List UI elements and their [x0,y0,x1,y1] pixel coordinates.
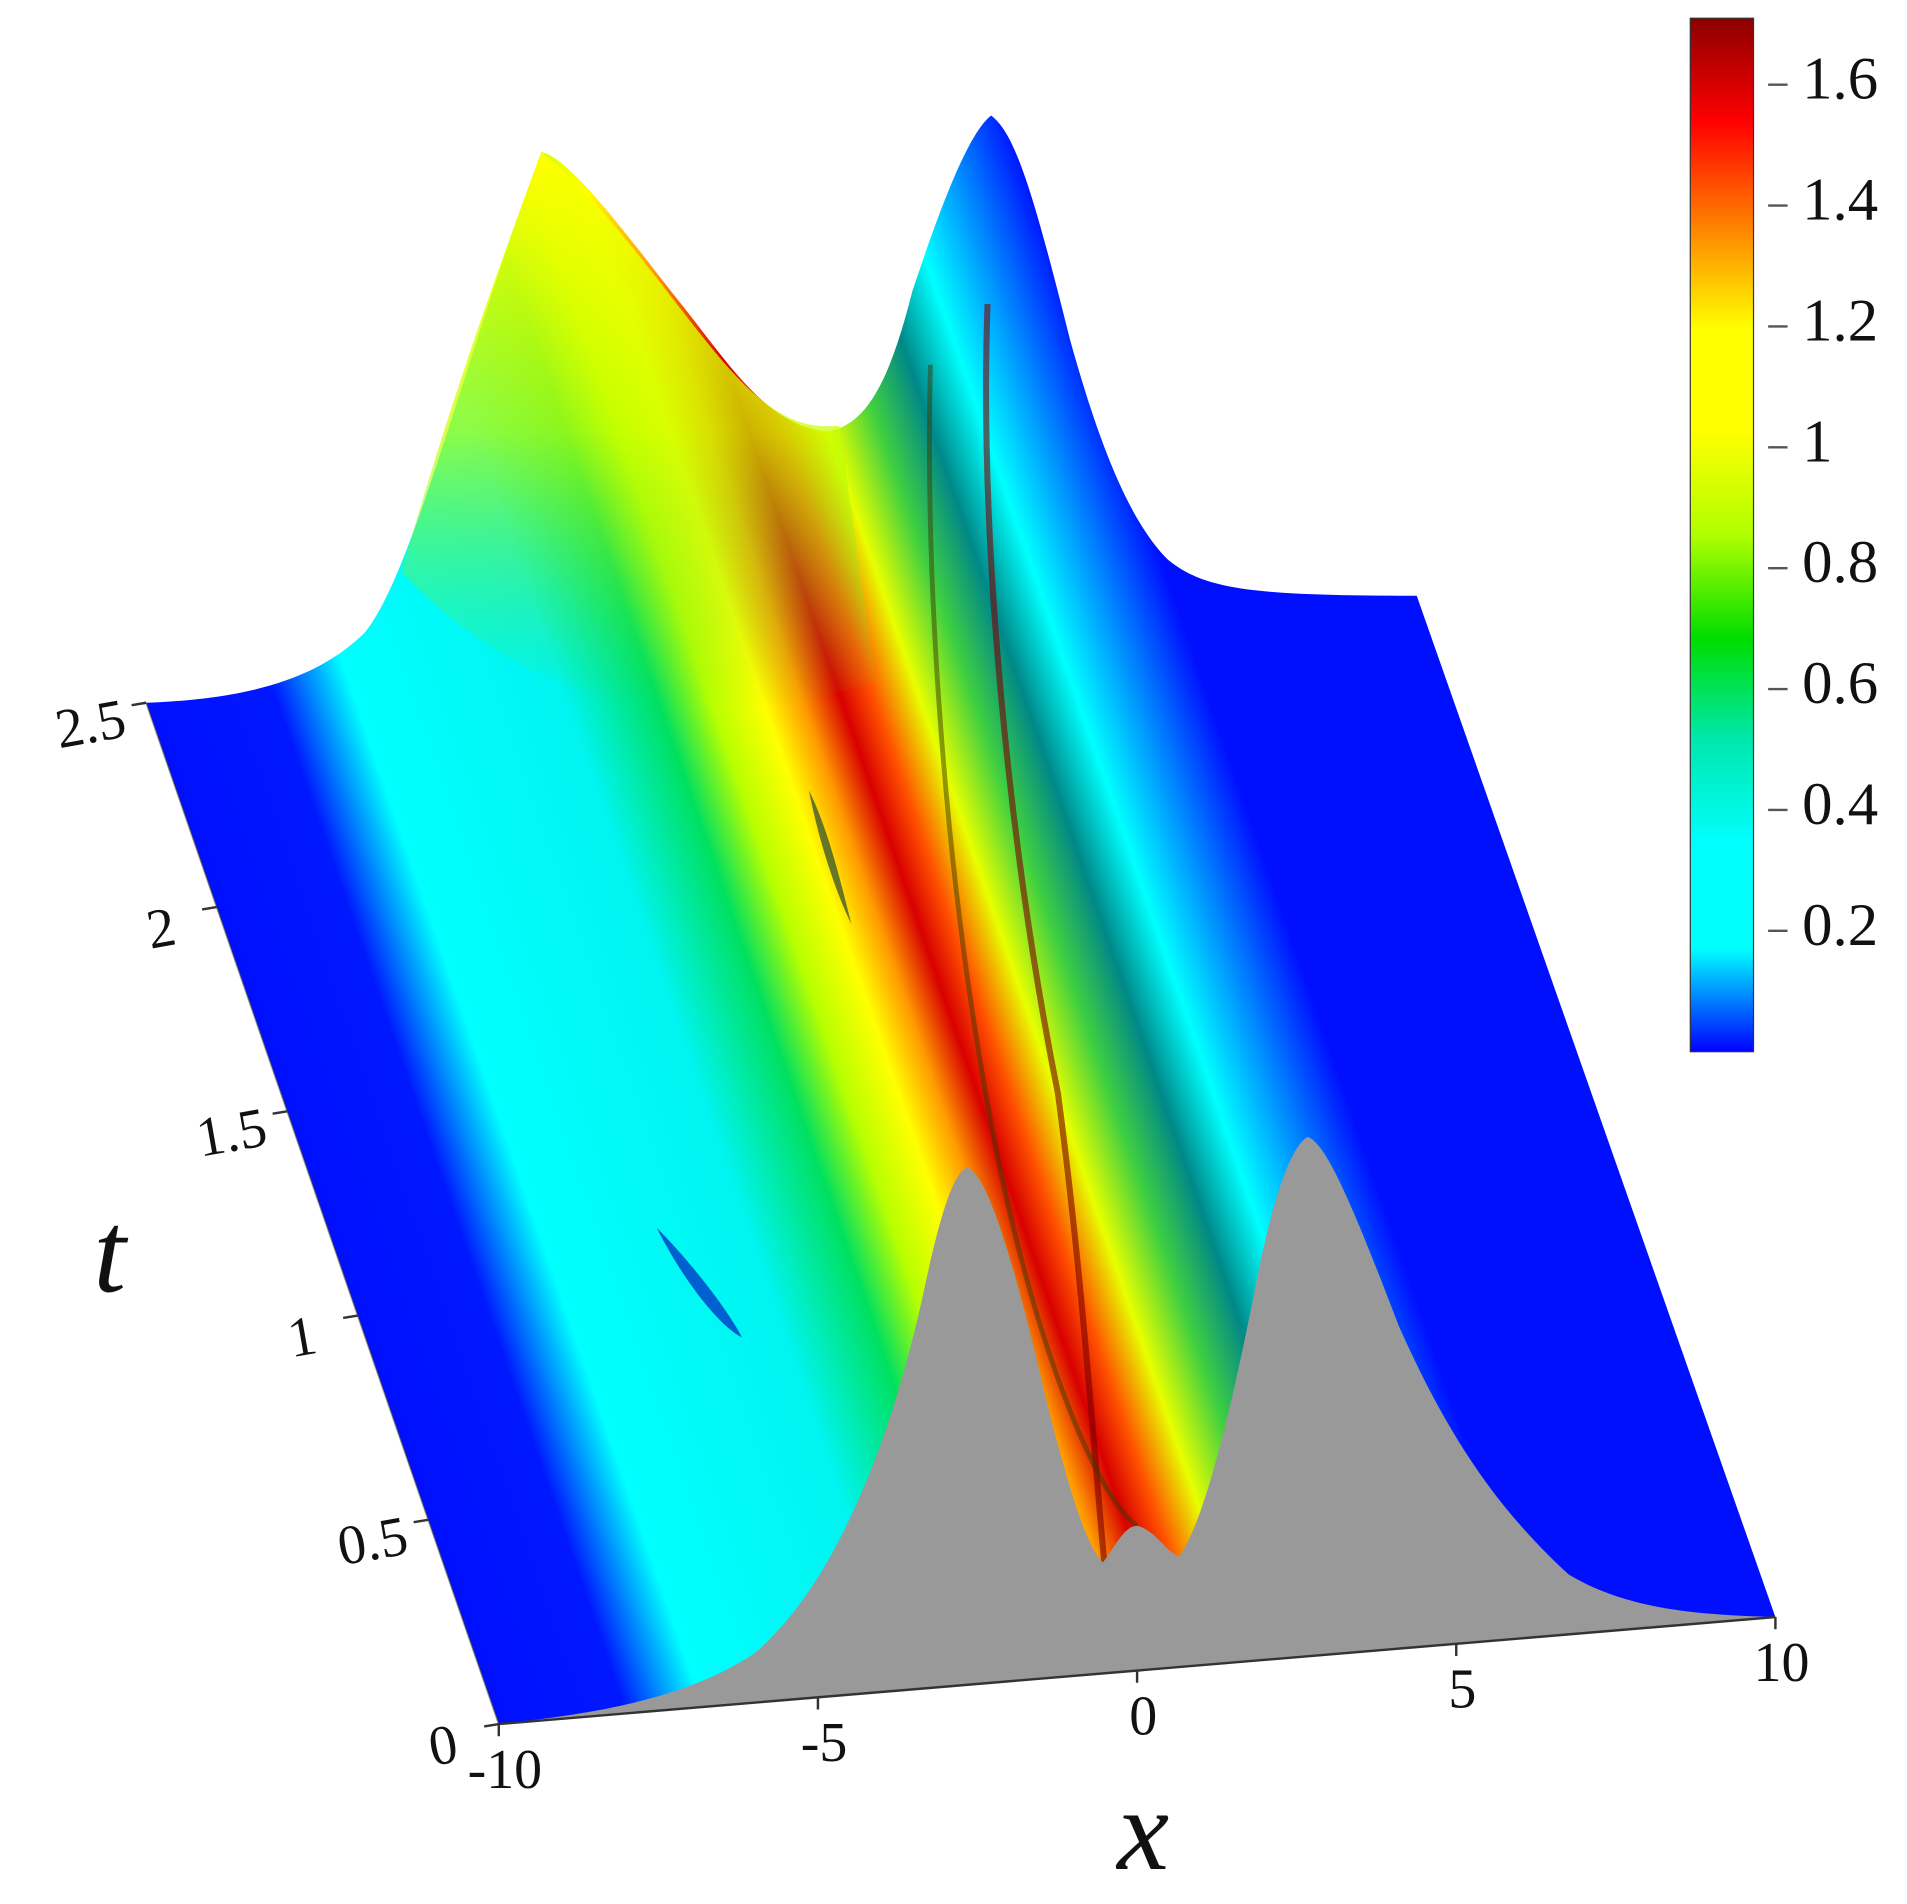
colorbar-tick-label: 0.8 [1802,529,1878,596]
colorbar-tick-label: 1 [1802,408,1832,475]
x-tick-label: 10 [1754,1632,1810,1694]
front-face [498,1136,1776,1725]
surface-ridge [927,364,1139,1528]
x-axis-label: x [1115,1766,1169,1895]
y-tick [413,1518,429,1524]
y-tick [131,701,147,707]
x-tick-label: 5 [1448,1659,1476,1721]
y-tick-label: 0.5 [333,1505,413,1578]
y-tick [342,1314,358,1320]
y-tick-label: 1.5 [192,1096,272,1169]
y-tick [272,1110,288,1115]
y-axis-line [145,702,500,1725]
colorbar-tick-label: 1.2 [1802,287,1878,354]
surface-ridge [983,303,1108,1563]
y-tick-label: 2.5 [51,688,131,761]
surface-highlight [401,151,876,710]
colorbar [1689,17,1755,1053]
surface-fold [808,790,852,925]
y-tick [201,905,217,911]
surface-fold [656,1227,742,1338]
colorbar-tick-label: 1.4 [1802,167,1878,234]
colorbar-tick-label: 0.6 [1802,650,1878,717]
y-axis-label: t [93,1188,128,1317]
colorbar-tick-label: 0.2 [1802,892,1878,959]
y-tick-label: 1 [283,1304,321,1370]
x-tick-label: 0 [1129,1685,1157,1747]
y-tick-label: 0 [424,1713,462,1779]
x-tick-label: -10 [468,1739,543,1801]
x-tick-label: -5 [801,1712,848,1774]
y-tick-label: 2 [142,896,180,962]
y-tick [483,1722,499,1728]
colorbar-tick-label: 0.4 [1802,771,1878,838]
colorbar-tick-label: 1.6 [1802,46,1878,113]
